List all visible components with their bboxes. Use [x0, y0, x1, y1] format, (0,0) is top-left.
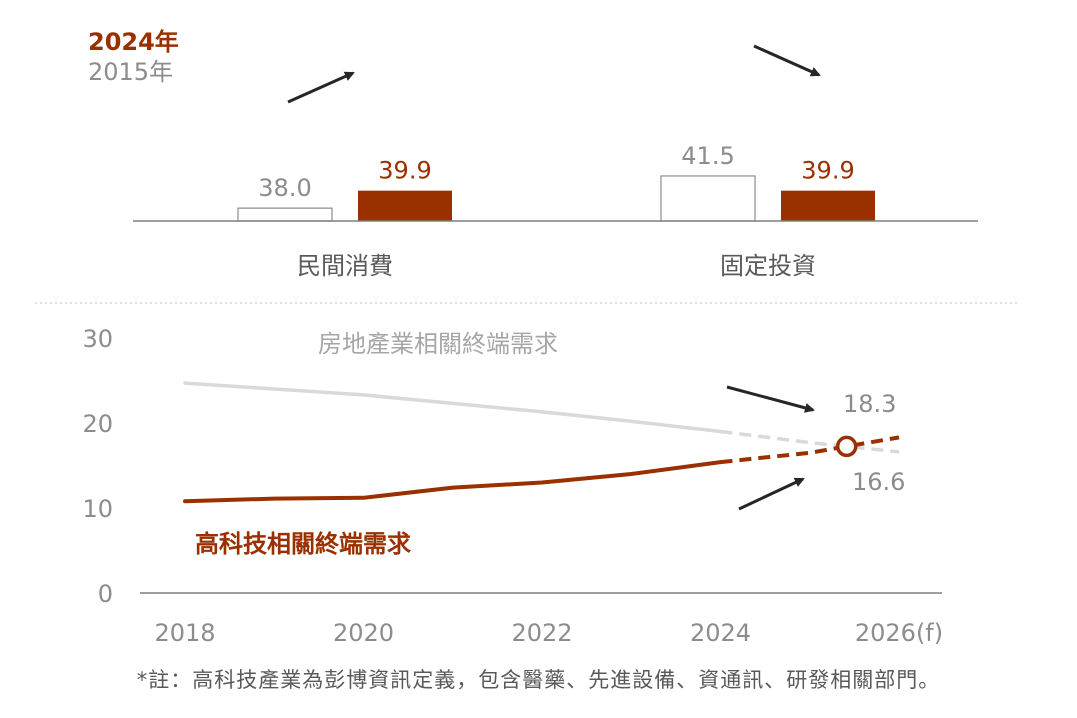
series-lines: [183, 381, 900, 504]
bar-2024: [358, 190, 452, 221]
bar-value-label: 38.0: [258, 174, 311, 202]
line-series-high-tech: [183, 460, 723, 504]
trend-arrow-up-icon: [287, 71, 355, 104]
bar-value-label: 41.5: [681, 142, 734, 170]
trend-arrow-down-icon: [726, 385, 815, 413]
trend-arrow-down-icon: [753, 44, 821, 77]
x-tick-label: 2024: [690, 619, 751, 647]
y-tick-label: 20: [82, 410, 113, 438]
bar-2015: [660, 175, 756, 222]
x-tick-label: 2026(f): [855, 619, 943, 647]
bar-2015: [237, 207, 333, 222]
bar-chart: 2024年 2015年 38.0 39.9 41.5 39.9 民間消費 固定投資: [88, 28, 978, 280]
end-value-label-high-tech: 18.3: [843, 390, 896, 418]
bar-category-label: 固定投資: [720, 252, 816, 280]
series-label-real-estate: 房地產業相關終端需求: [318, 330, 558, 358]
bar-2024: [781, 190, 875, 221]
x-tick-label: 2022: [511, 619, 572, 647]
end-value-label-real-estate: 16.6: [852, 468, 905, 496]
x-tick-label: 2020: [333, 619, 394, 647]
line-chart: 0 10 20 30 2018 2020 2022 2024 2026(f) 房地產業相關終端…: [82, 325, 943, 647]
y-tick-label: 10: [82, 495, 113, 523]
bar-category-label: 民間消費: [297, 252, 393, 280]
line-series-real-estate-forecast: [720, 429, 900, 454]
y-axis-ticks: 0 10 20 30: [82, 325, 113, 608]
footnote: *註：高科技產業為彭博資訊定義，包含醫藥、先進設備、資通訊、研發相關部門。: [136, 668, 941, 692]
crossover-marker: [835, 435, 858, 458]
chart-canvas: 2024年 2015年 38.0 39.9 41.5 39.9 民間消費 固定投資 0…: [35, 28, 1020, 647]
bar-value-label: 39.9: [378, 157, 431, 185]
x-tick-label: 2018: [154, 619, 215, 647]
legend-entry-2024: 2024年: [88, 28, 179, 56]
bar-value-label: 39.9: [801, 157, 854, 185]
x-axis-ticks: 2018 2020 2022 2024 2026(f): [154, 619, 943, 647]
bars-group: 38.0 39.9 41.5 39.9: [237, 142, 875, 222]
line-series-high-tech-forecast: [720, 435, 900, 465]
trend-arrow-up-icon: [738, 477, 805, 511]
y-tick-label: 30: [82, 325, 113, 353]
legend-entry-2015: 2015年: [88, 58, 173, 86]
series-label-high-tech: 高科技相關終端需求: [195, 530, 411, 558]
y-tick-label: 0: [98, 580, 113, 608]
line-series-real-estate: [183, 381, 723, 434]
